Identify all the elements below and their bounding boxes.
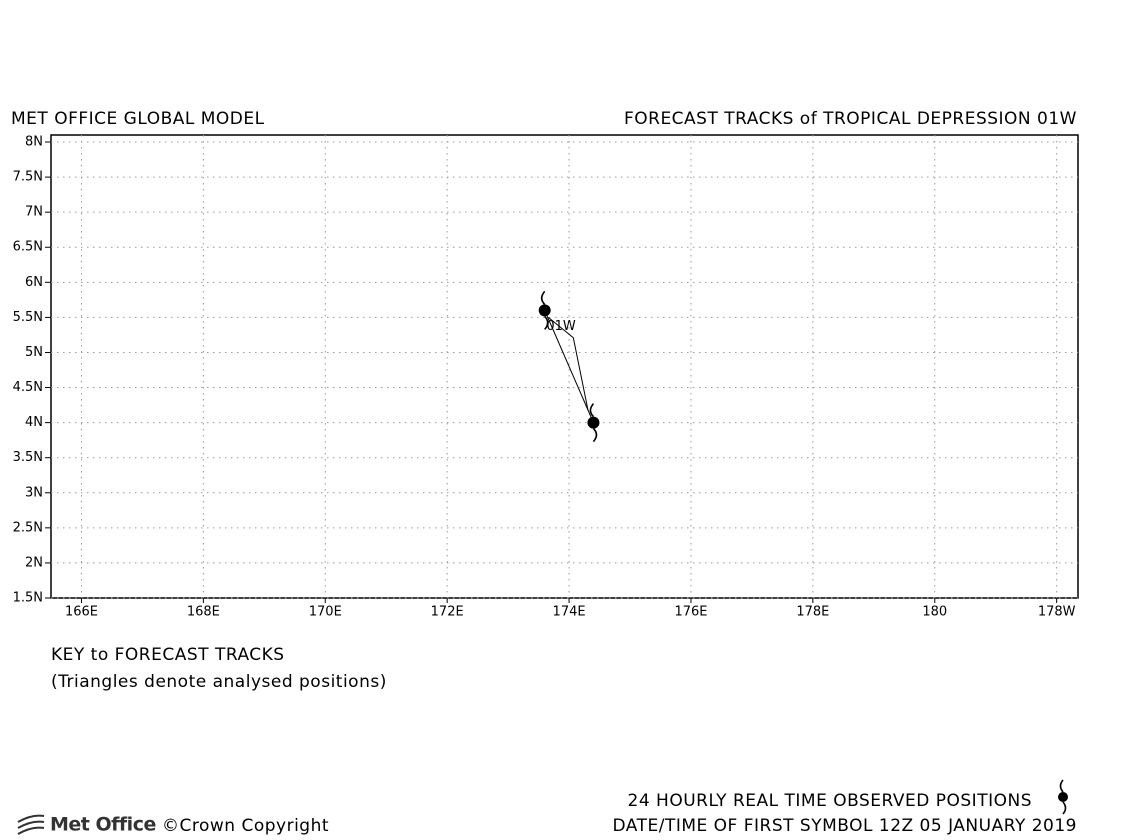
y-tick-label: 6N (25, 275, 43, 290)
cyclone-arms (589, 403, 598, 443)
title-right: FORECAST TRACKS of TROPICAL DEPRESSION 0… (624, 109, 1077, 129)
legend-observed: 24 HOURLY REAL TIME OBSERVED POSITIONS (628, 791, 1032, 811)
cyclone-core (538, 304, 551, 317)
key-note: (Triangles denote analysed positions) (51, 672, 387, 692)
y-tick-label: 4.5N (13, 380, 43, 395)
y-tick-label: 3N (25, 485, 43, 500)
plot-frame (50, 134, 1079, 599)
y-tick-label: 6.5N (13, 240, 43, 255)
track-label: 01W (546, 319, 576, 334)
cyclone-arms (540, 290, 549, 330)
y-tick-label: 7N (25, 205, 43, 220)
copyright: ©Crown Copyright (162, 816, 329, 836)
x-tick-label: 174E (553, 605, 586, 620)
logo: Met Office (50, 814, 156, 836)
x-tick-label: 180 (922, 605, 947, 620)
y-tick-label: 4N (25, 415, 43, 430)
y-tick-label: 2N (25, 555, 43, 570)
x-tick-label: 170E (309, 605, 342, 620)
cyclone-symbol (587, 403, 600, 443)
forecast-track (548, 317, 589, 411)
key-title: KEY to FORECAST TRACKS (51, 645, 285, 665)
y-tick-label: 3.5N (13, 450, 43, 465)
cyclone-symbol (538, 290, 551, 330)
y-tick-label: 7.5N (13, 170, 43, 185)
y-tick-label: 8N (25, 135, 43, 150)
x-tick-label: 166E (65, 605, 98, 620)
x-tick-label: 178E (796, 605, 829, 620)
x-tick-label: 168E (187, 605, 220, 620)
first-symbol: DATE/TIME OF FIRST SYMBOL 12Z 05 JANUARY… (613, 816, 1078, 836)
y-tick-label: 5N (25, 345, 43, 360)
y-tick-label: 1.5N (13, 591, 43, 606)
x-tick-label: 178W (1038, 605, 1076, 620)
x-tick-label: 172E (431, 605, 464, 620)
observed-track (544, 310, 594, 423)
y-tick-label: 2.5N (13, 520, 43, 535)
x-tick-label: 176E (674, 605, 707, 620)
legend-symbol (1058, 779, 1068, 815)
logo-icon (17, 814, 45, 835)
cyclone-core (587, 416, 600, 429)
y-tick-label: 5.5N (13, 310, 43, 325)
title-left: MET OFFICE GLOBAL MODEL (11, 109, 265, 129)
